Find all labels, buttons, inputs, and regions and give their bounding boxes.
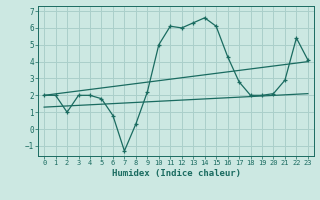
- X-axis label: Humidex (Indice chaleur): Humidex (Indice chaleur): [111, 169, 241, 178]
